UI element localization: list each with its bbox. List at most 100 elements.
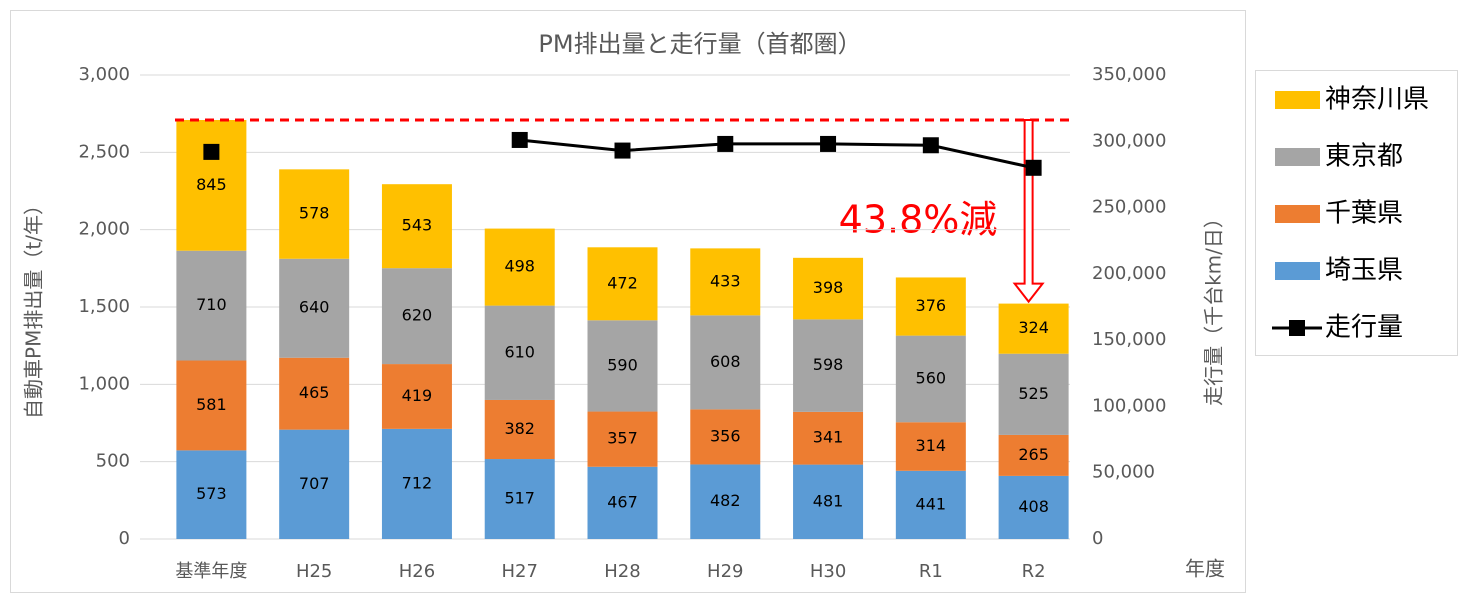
y2-tick-label: 0 [1092, 528, 1103, 549]
data-label: 465 [299, 383, 330, 402]
bar-segment [176, 250, 247, 361]
line [519, 138, 1034, 170]
x-tick-label: R2 [1022, 561, 1046, 582]
line-marker [922, 137, 939, 154]
data-label: 482 [710, 491, 741, 510]
y-tick-label: 0 [119, 528, 130, 549]
y-tick-label: 3,000 [78, 64, 130, 85]
data-label: 608 [710, 352, 741, 371]
line-marker [511, 131, 528, 148]
bar-segment [895, 335, 966, 423]
data-label: 357 [607, 429, 638, 448]
bar-segment [998, 303, 1069, 354]
y-tick-label: 2,000 [78, 219, 130, 240]
legend-label: 神奈川県 [1325, 85, 1429, 115]
data-label: 441 [916, 494, 947, 513]
data-label: 376 [916, 296, 947, 315]
data-label: 845 [196, 175, 227, 194]
data-label: 581 [196, 395, 227, 414]
line-marker [717, 135, 734, 152]
data-label: 498 [504, 257, 535, 276]
data-label: 341 [813, 428, 844, 447]
y2-tick-label: 150,000 [1092, 329, 1166, 350]
bar-segment [895, 422, 966, 471]
data-label: 707 [299, 474, 330, 493]
bar-segment [381, 364, 452, 429]
data-label: 517 [504, 489, 535, 508]
bar-segment [381, 184, 452, 269]
line-marker [203, 143, 220, 160]
bar-segment [998, 475, 1069, 539]
data-label: 712 [402, 473, 433, 492]
bar-segment [381, 428, 452, 539]
bar-segment [587, 247, 658, 321]
data-label: 481 [813, 491, 844, 510]
data-label: 433 [710, 271, 741, 290]
annotation: 43.8%減 [839, 198, 998, 242]
data-label: 560 [916, 368, 947, 387]
data-label: 398 [813, 278, 844, 297]
line-marker [1025, 159, 1042, 176]
data-label: 525 [1018, 384, 1049, 403]
data-label: 408 [1018, 497, 1049, 516]
line-marker [614, 142, 631, 159]
bar-segment [690, 464, 761, 539]
y2-tick-label: 250,000 [1092, 197, 1166, 218]
data-label: 710 [196, 295, 227, 314]
x-tick-label: H28 [604, 561, 640, 582]
bar-segment [381, 268, 452, 365]
x-tick-label: R1 [919, 561, 943, 582]
bar-segment [793, 464, 864, 539]
data-label: 573 [196, 484, 227, 503]
bar-segment [484, 399, 555, 460]
data-label: 314 [916, 436, 947, 455]
y2-tick-label: 50,000 [1092, 462, 1155, 483]
bar-segment [279, 357, 350, 430]
bar-segment [587, 320, 658, 412]
bar-segment [690, 409, 761, 465]
y2-axis-label: 走行量（千台km/日） [1202, 208, 1226, 406]
x-tick-label: H26 [399, 561, 435, 582]
data-label: 419 [402, 386, 433, 405]
bar-segment [690, 248, 761, 316]
data-label: 467 [607, 492, 638, 511]
legend-label: 東京都 [1325, 142, 1403, 172]
arrow [1012, 119, 1045, 304]
bar-segment [587, 466, 658, 539]
bar-segment [895, 470, 966, 539]
data-label: 578 [299, 204, 330, 223]
y-tick-label: 2,500 [78, 141, 130, 162]
bar-segment [279, 169, 350, 259]
bar-segment [793, 319, 864, 412]
bar-segment [484, 305, 555, 400]
bar-segment [998, 434, 1069, 476]
bar-segment [587, 411, 658, 467]
data-label: 620 [402, 306, 433, 325]
bar-segment [690, 315, 761, 410]
legend-label: 走行量 [1325, 313, 1403, 343]
x-tick-label: H25 [296, 561, 332, 582]
legend-swatch [1275, 262, 1320, 280]
y2-tick-label: 300,000 [1092, 130, 1166, 151]
bar-segment [998, 353, 1069, 435]
data-label: 610 [504, 342, 535, 361]
data-label: 265 [1018, 445, 1049, 464]
data-label: 640 [299, 298, 330, 317]
data-label: 382 [504, 419, 535, 438]
x-tick-label: H27 [501, 561, 537, 582]
bar-segment [176, 360, 247, 451]
x-axis-label: 年度 [1185, 557, 1225, 581]
bar-segment [279, 429, 350, 539]
data-label: 598 [813, 355, 844, 374]
bar-segment [176, 450, 247, 539]
chart-title: PM排出量と走行量（首都圏） [538, 30, 861, 58]
y2-tick-label: 200,000 [1092, 263, 1166, 284]
data-label: 543 [402, 216, 433, 235]
legend-label: 千葉県 [1325, 199, 1403, 229]
legend-swatch [1275, 148, 1320, 166]
legend-label: 埼玉県 [1325, 256, 1403, 286]
data-label: 324 [1018, 318, 1049, 337]
legend-swatch [1289, 320, 1305, 336]
bar-segment [793, 411, 864, 465]
